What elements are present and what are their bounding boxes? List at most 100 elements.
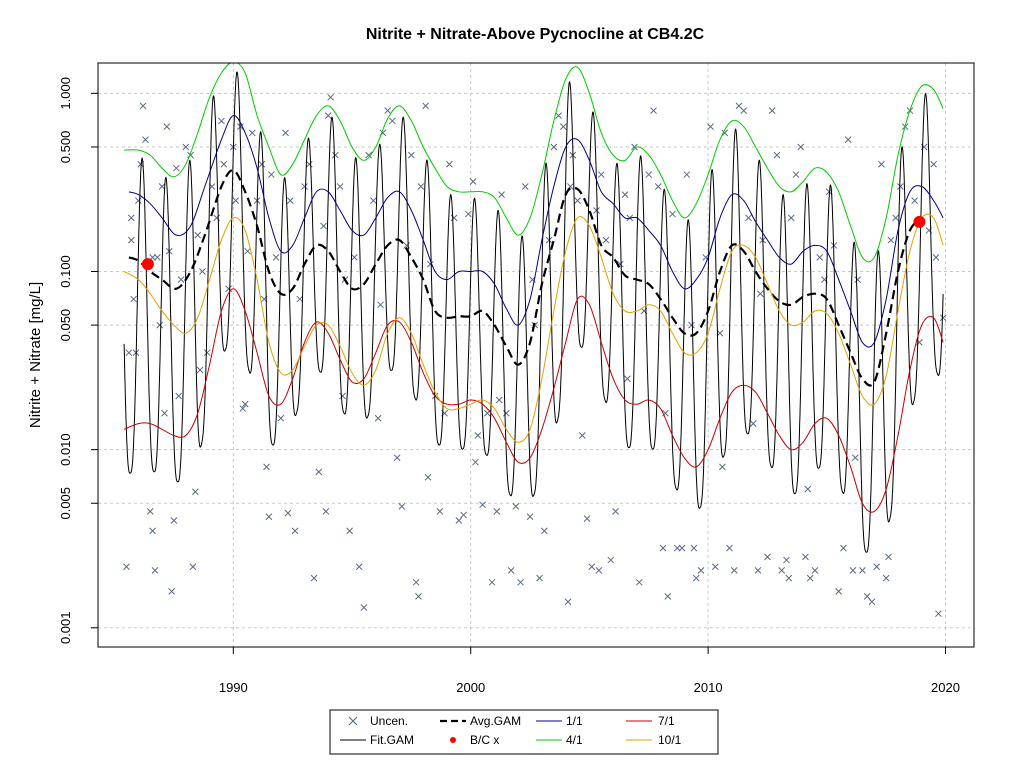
uncen-point xyxy=(163,123,171,131)
legend-apr-label: 4/1 xyxy=(566,733,583,747)
uncen-point xyxy=(393,454,401,462)
uncen-point xyxy=(730,567,738,574)
legend-box xyxy=(329,709,719,755)
uncen-point xyxy=(284,509,292,517)
uncen-point xyxy=(194,231,202,239)
uncen-point xyxy=(351,254,358,261)
uncen-point xyxy=(170,517,178,524)
uncen-point xyxy=(258,160,266,168)
uncen-point xyxy=(745,214,752,222)
uncen-point xyxy=(220,160,228,168)
uncen-point xyxy=(764,553,771,561)
uncen-point xyxy=(320,222,327,230)
legend-item-oct: 10/1 xyxy=(626,733,682,747)
uncen-point xyxy=(408,151,415,159)
y-tick-label: 0.005 xyxy=(58,487,73,520)
uncen-point xyxy=(324,112,332,119)
uncen-point xyxy=(464,210,472,218)
uncen-point xyxy=(172,164,180,172)
uncen-point xyxy=(123,563,130,571)
uncen-point xyxy=(450,214,458,222)
uncen-point xyxy=(607,556,615,564)
legend-item-jan: 1/1 xyxy=(536,714,583,728)
uncen-point xyxy=(690,544,698,552)
uncen-point xyxy=(296,295,304,303)
uncen-point xyxy=(310,574,318,582)
uncen-point xyxy=(726,544,733,552)
uncen-point xyxy=(932,254,940,261)
y-tick-label: 0.500 xyxy=(58,131,73,164)
uncen-point xyxy=(859,567,866,574)
chart-title: Nitrite + Nitrate-Above Pycnocline at CB… xyxy=(366,26,705,43)
uncen-point xyxy=(277,414,285,422)
uncen-point xyxy=(156,321,164,329)
uncen-point xyxy=(384,107,391,114)
uncen-point xyxy=(754,567,762,574)
uncen-point xyxy=(659,544,667,552)
uncen-point xyxy=(756,290,764,298)
uncen-point xyxy=(377,301,384,309)
uncen-point xyxy=(248,129,256,137)
uncen-point xyxy=(749,420,757,427)
uncen-point xyxy=(301,183,308,190)
uncen-point xyxy=(707,123,714,131)
uncen-point xyxy=(840,544,847,552)
uncen-point xyxy=(574,197,581,204)
uncen-point xyxy=(365,151,372,159)
uncen-point xyxy=(669,210,676,218)
uncen-point xyxy=(346,527,353,535)
uncen-point xyxy=(218,117,225,125)
y-axis-title: Nitrite + Nitrate [mg/L] xyxy=(27,282,44,428)
y-tick-label: 0.050 xyxy=(58,309,73,342)
uncen-point xyxy=(631,143,638,151)
uncen-point xyxy=(455,517,463,524)
uncen-point xyxy=(196,366,204,374)
uncen-point xyxy=(191,488,199,496)
uncen-point xyxy=(635,578,643,586)
y-tick-label: 0.001 xyxy=(58,612,73,645)
y-tick-label: 1.000 xyxy=(58,77,73,110)
uncen-point xyxy=(697,567,705,574)
uncen-point xyxy=(130,295,137,303)
uncen-point xyxy=(360,604,368,611)
uncen-point xyxy=(412,578,420,586)
uncen-point xyxy=(355,563,363,571)
uncen-point xyxy=(882,574,890,582)
uncen-point xyxy=(863,593,871,600)
uncen-point xyxy=(507,567,515,574)
uncen-point xyxy=(189,563,197,571)
legend-jan-label: 1/1 xyxy=(566,714,583,728)
uncen-point xyxy=(783,556,790,564)
uncen-point xyxy=(588,563,596,571)
x-tick-label: 2000 xyxy=(456,680,485,695)
uncen-point xyxy=(559,123,567,131)
uncen-point xyxy=(332,151,339,159)
uncen-point xyxy=(265,513,273,521)
uncen-point xyxy=(804,485,812,493)
uncen-point xyxy=(885,553,892,561)
uncen-point xyxy=(498,191,505,198)
uncen-point xyxy=(521,183,529,190)
uncen-point xyxy=(673,544,681,552)
uncen-point xyxy=(612,508,619,515)
uncen-point xyxy=(939,314,947,322)
uncen-point xyxy=(182,143,190,151)
uncen-point xyxy=(816,254,824,261)
uncen-point xyxy=(417,183,425,190)
uncen-point xyxy=(792,171,800,178)
uncen-point xyxy=(291,527,299,535)
uncen-point xyxy=(135,197,142,204)
legend-avg-label: Avg.GAM xyxy=(470,714,521,728)
legend-item-uncen: Uncen. xyxy=(348,714,408,728)
uncen-point xyxy=(662,409,669,417)
plot-frame xyxy=(97,62,975,648)
uncen-point xyxy=(768,107,776,114)
uncen-point xyxy=(595,567,603,574)
uncen-point xyxy=(878,160,885,168)
uncen-point xyxy=(688,321,695,329)
uncen-point xyxy=(398,503,406,510)
uncen-point xyxy=(127,214,135,222)
uncen-point xyxy=(678,544,686,552)
uncen-point xyxy=(161,409,168,417)
